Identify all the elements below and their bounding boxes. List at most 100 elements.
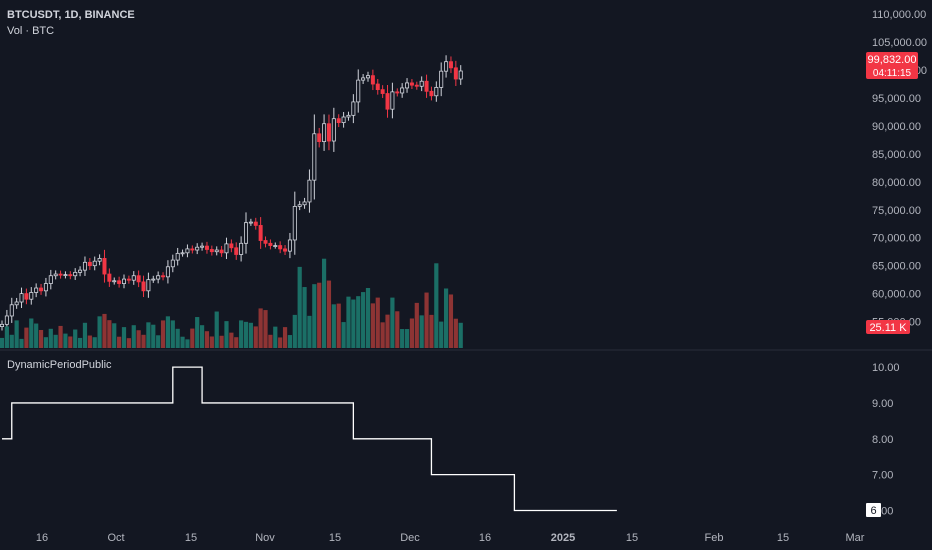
volume-bar [126, 338, 131, 348]
candle-body [317, 133, 322, 142]
time-axis-label: Dec [400, 532, 420, 544]
candle-body [312, 133, 317, 181]
candle-body [405, 82, 410, 89]
volume-bar [34, 323, 39, 348]
volume-bar [365, 288, 371, 348]
symbol-legend[interactable]: BTCUSDT, 1D, BINANCE [7, 9, 135, 21]
volume-bar [48, 328, 53, 348]
price-axis-label: 110,000.00 [872, 9, 926, 21]
price-axis-label: 65,000.00 [872, 261, 921, 273]
candle-body [141, 281, 146, 292]
volume-bar [180, 336, 185, 348]
candle-body [390, 91, 395, 110]
candle-body [302, 201, 307, 206]
indicator-line [2, 366, 617, 512]
time-axis-label: Nov [255, 532, 275, 544]
candle-body [273, 245, 278, 247]
volume-bar [375, 297, 380, 348]
candle-body [58, 273, 63, 276]
candle-body [424, 80, 429, 92]
candle-body [151, 278, 156, 281]
time-axis[interactable]: 16 Oct 15 Nov 15 Dec 16 2025 15 Feb 15 Mar [36, 532, 865, 544]
volume-bar [390, 297, 395, 348]
candle-body [307, 179, 312, 203]
time-axis-label: 15 [185, 532, 197, 544]
volume-bar [43, 337, 49, 348]
volume-bar [341, 322, 346, 348]
candle-body [375, 83, 380, 91]
volume-bars [0, 258, 463, 348]
candle-body [92, 260, 97, 267]
candle-body [361, 77, 366, 81]
candle-body [370, 75, 375, 85]
candle-body [195, 246, 200, 251]
symbol-title: BTCUSDT, 1D, BINANCE [7, 9, 135, 21]
volume-bar [302, 287, 307, 348]
volume-bar [14, 320, 19, 348]
indicator-legend[interactable]: DynamicPeriodPublic [7, 359, 112, 371]
candle-body [53, 273, 58, 277]
indicator-badge: 6 [866, 503, 881, 517]
candle-body [419, 80, 424, 87]
volume-bar [136, 330, 141, 348]
candle-body [0, 323, 4, 327]
volume-bar [107, 320, 112, 348]
price-badge-background [866, 52, 918, 79]
volume-bar [102, 313, 107, 348]
volume-bar [165, 316, 171, 348]
volume-bar [346, 296, 351, 348]
candle-body [4, 315, 9, 325]
volume-bar [82, 322, 88, 348]
candle-body [434, 86, 439, 97]
volume-bar [209, 336, 214, 348]
candle-body [9, 304, 14, 317]
volume-bar [434, 263, 439, 348]
price-axis-label: 105,000.00 [872, 37, 927, 49]
volume-bar [4, 326, 9, 348]
candle-body [112, 280, 117, 283]
candle-body [365, 75, 370, 79]
candle-body [126, 278, 131, 281]
price-axis-label: 75,000.00 [872, 205, 921, 217]
candle-body [214, 249, 219, 253]
candle-body [117, 280, 122, 284]
candle-body [19, 293, 24, 303]
candle-body [24, 293, 29, 300]
price-axis-label: 60,000.00 [872, 289, 921, 301]
price-axis-label: 70,000.00 [872, 233, 921, 245]
candle-body [258, 225, 263, 241]
candle-body [453, 67, 458, 80]
dynamic-period-line [2, 366, 617, 512]
volume-bar [273, 326, 278, 348]
price-badge: 99,832.00 04:11:15 [866, 52, 918, 79]
volume-bar [414, 302, 419, 348]
indicator-axis[interactable]: 10.009.008.007.006.00 [872, 362, 900, 517]
candle-body [239, 242, 244, 255]
volume-bar [385, 314, 390, 348]
volume-bar [239, 320, 244, 348]
candle-body [409, 82, 414, 86]
volume-bar [317, 282, 322, 348]
volume-bar [156, 335, 161, 348]
volume-legend[interactable]: Vol · BTC [7, 25, 54, 37]
indicator-badge-background [866, 503, 881, 517]
candle-body [341, 116, 346, 123]
volume-bar [443, 288, 449, 348]
volume-bar [419, 315, 424, 348]
volume-bar [409, 318, 415, 348]
candle-body [234, 247, 239, 255]
time-axis-label: 15 [329, 532, 341, 544]
indicator-axis-label: 7.00 [872, 470, 893, 482]
volume-bar [160, 320, 166, 348]
candle-body [175, 252, 180, 261]
candle-body [122, 278, 127, 284]
candle-body [395, 91, 400, 94]
volume-bar [395, 311, 400, 348]
time-axis-label: 2025 [551, 532, 575, 544]
volume-bar [268, 334, 273, 348]
candle-body [185, 248, 190, 254]
volume-bar [351, 299, 356, 348]
candle-body [351, 101, 356, 116]
price-axis-label: 80,000.00 [872, 177, 921, 189]
